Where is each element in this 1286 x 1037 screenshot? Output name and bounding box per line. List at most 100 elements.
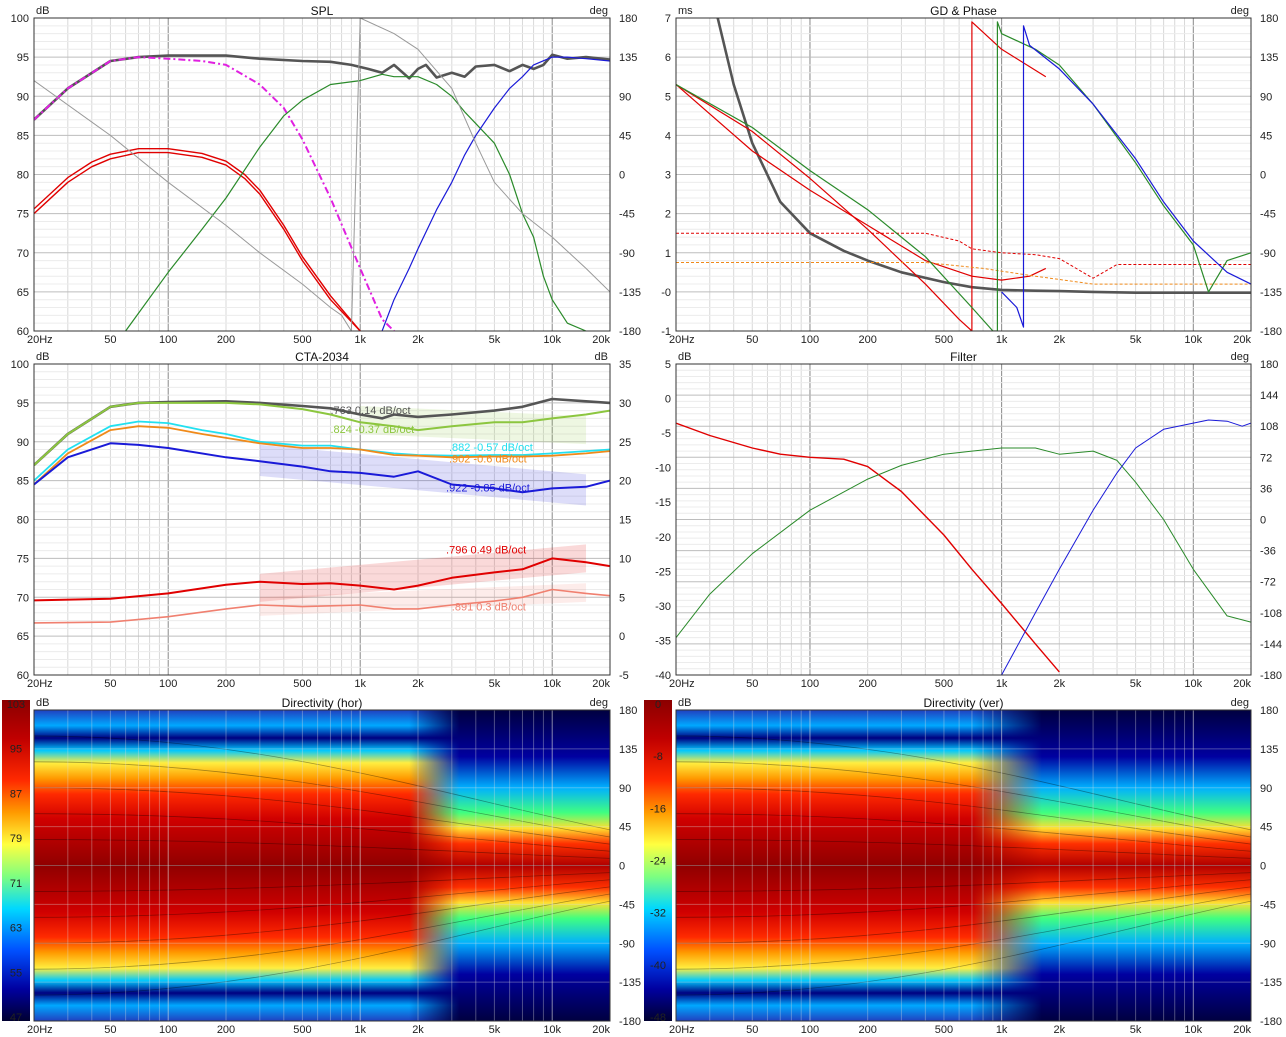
left-tick-label: 65 (17, 287, 29, 299)
series-line-red (34, 148, 361, 331)
colorbar-tick-label: 55 (10, 967, 22, 979)
x-tick-label: 200 (858, 678, 876, 690)
series-group (676, 419, 1251, 675)
right-tick-label: 108 (1260, 421, 1278, 433)
left-tick-label: 75 (17, 209, 29, 221)
chart-title: Directivity (ver) (924, 696, 1004, 710)
left-tick-label: -10 (655, 463, 671, 475)
contour-line (34, 839, 610, 859)
right-tick-label: -5 (619, 670, 629, 682)
chart-2: .763 0.14 dB/oct .824 -0.37 dB/oct .882 -0… (11, 350, 632, 690)
x-tick-label: 10k (1184, 678, 1202, 690)
series-group: .763 0.14 dB/oct .824 -0.37 dB/oct .882 -0… (34, 397, 610, 624)
right-tick-label: -72 (1260, 577, 1276, 589)
right-tick-label: 180 (1260, 705, 1278, 717)
chart-4: 103 95 87 79 71 63 55 47 Directivity (hor) dB deg 2… (2, 696, 641, 1036)
left-axis-unit: dB (36, 351, 49, 363)
contour-line (676, 879, 1251, 918)
contour-line (676, 839, 1251, 859)
left-tick-label: 0 (665, 394, 671, 406)
left-tick-label: 100 (11, 13, 29, 25)
x-tick-label: 1k (996, 678, 1008, 690)
contour-line (34, 886, 610, 944)
left-tick-label: 95 (17, 52, 29, 64)
x-tick-label: 100 (159, 678, 177, 690)
x-tick-label: 100 (801, 678, 819, 690)
colorbar-tick-label: -32 (650, 908, 666, 920)
left-tick-label: -5 (661, 428, 671, 440)
right-tick-label: 144 (1260, 390, 1278, 402)
chart-title: Filter (950, 350, 977, 364)
series-line-blue (1001, 25, 1251, 328)
right-tick-label: 0 (619, 861, 625, 873)
left-tick-label: 80 (17, 170, 29, 182)
right-tick-label: 180 (1260, 13, 1278, 25)
slope-annotation: .902 -0.6 dB/oct (449, 454, 527, 466)
chart-0: 100 95 90 85 80 75 70 65 60 SPL dB deg 20Hz 50 100 200 5… (11, 4, 641, 346)
contour-line (34, 879, 610, 918)
series-line-dark_gray (716, 18, 1251, 294)
left-tick-label: -30 (655, 601, 671, 613)
series-line-light_green (34, 401, 610, 466)
right-tick-label: 90 (1260, 91, 1272, 103)
contour-line (676, 893, 1251, 970)
contour-line (34, 813, 610, 852)
chart-title: Directivity (hor) (282, 696, 363, 710)
left-axis-unit: dB (36, 5, 49, 17)
series-line-light_gray (34, 18, 610, 331)
left-tick-label: 60 (17, 326, 29, 338)
heatmap-group (676, 710, 1251, 1021)
series-line-blue (34, 442, 610, 494)
trend-band (259, 544, 587, 602)
right-tick-label: -180 (1260, 670, 1282, 682)
chart-title: GD & Phase (930, 4, 997, 18)
right-tick-label: -180 (1260, 1016, 1282, 1028)
right-tick-label: 180 (1260, 359, 1278, 371)
x-tick-label: 50 (746, 334, 758, 346)
contour-line (34, 735, 610, 831)
right-tick-label: 30 (619, 398, 631, 410)
plot-frame (675, 17, 1252, 332)
contour-line (34, 893, 610, 970)
colorbar-tick-label: -24 (650, 856, 666, 868)
right-tick-label: 10 (619, 553, 631, 565)
left-tick-label: 90 (17, 437, 29, 449)
contour-line (34, 900, 610, 996)
left-tick-label: -20 (655, 532, 671, 544)
series-line-blue (1001, 419, 1251, 675)
right-tick-label: -135 (619, 977, 641, 989)
series-line-green (125, 73, 587, 331)
contour-line (676, 735, 1251, 831)
x-tick-label: 100 (801, 1024, 819, 1036)
left-tick-label: 85 (17, 476, 29, 488)
x-tick-label: 5k (489, 678, 501, 690)
x-tick-label: 20k (1233, 1024, 1251, 1036)
series-line-orange (34, 425, 610, 486)
slope-annotation: .796 0.49 dB/oct (446, 545, 526, 557)
left-tick-label: 4 (665, 130, 671, 142)
x-tick-label: 10k (543, 1024, 561, 1036)
right-axis-unit: dB (595, 351, 608, 363)
colorbar (644, 700, 672, 1021)
left-tick-label: 90 (17, 91, 29, 103)
left-tick-label: 70 (17, 248, 29, 260)
x-tick-label: 200 (217, 334, 235, 346)
right-tick-label: -180 (619, 1016, 641, 1028)
left-tick-label: 5 (665, 91, 671, 103)
x-tick-label: 20Hz (669, 1024, 695, 1036)
x-tick-label: 5k (489, 334, 501, 346)
contour-line (676, 886, 1251, 944)
x-tick-label: 20k (592, 334, 610, 346)
right-tick-label: -45 (619, 899, 635, 911)
contour-line (34, 761, 610, 838)
chart-title: SPL (311, 4, 334, 18)
contour-line (34, 872, 610, 892)
x-tick-label: 1k (996, 334, 1008, 346)
right-tick-label: 0 (619, 170, 625, 182)
x-tick-label: 1k (354, 334, 366, 346)
right-tick-label: 72 (1260, 452, 1272, 464)
series-group (34, 18, 610, 331)
x-tick-label: 500 (293, 678, 311, 690)
